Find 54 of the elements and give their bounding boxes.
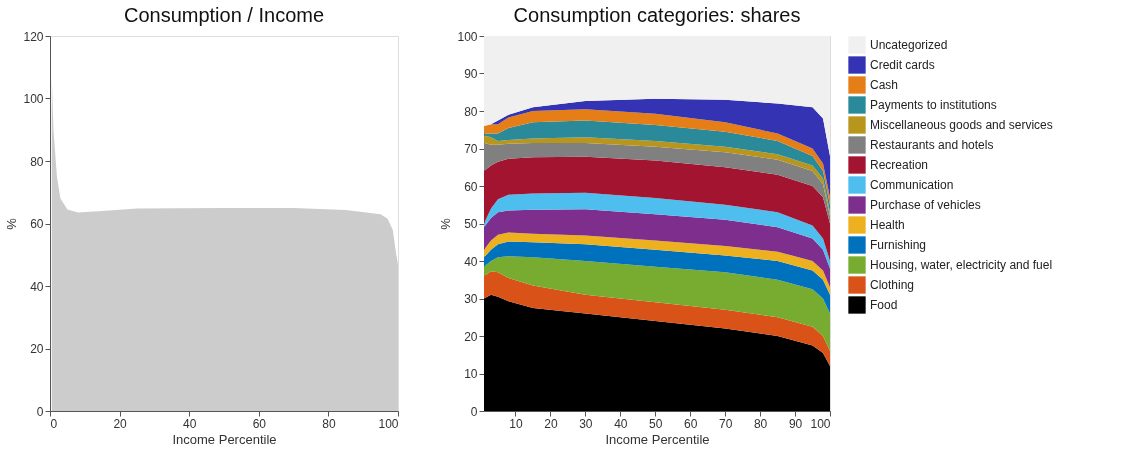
x-tick-label: 80 (753, 416, 768, 431)
legend-label: Recreation (870, 158, 929, 172)
legend-label: Health (870, 218, 905, 232)
x-tick-label: 70 (718, 416, 733, 431)
y-tick-label: 40 (30, 279, 44, 294)
x-tick-label: 50 (649, 416, 663, 431)
x-tick-label: 20 (544, 416, 558, 431)
y-tick-label: 100 (23, 92, 44, 106)
legend-label: Clothing (870, 278, 915, 292)
x-axis-title: Income Percentile (172, 431, 277, 447)
legend-label: Food (870, 298, 898, 312)
x-axis-title: Income Percentile (605, 431, 710, 447)
legend-label: Communication (870, 178, 954, 192)
x-tick-label: 30 (579, 416, 593, 431)
y-tick-label: 80 (30, 154, 44, 169)
y-tick-label: 60 (30, 217, 44, 231)
y-tick-label: 0 (470, 404, 478, 419)
x-tick-label: 90 (788, 416, 803, 431)
y-tick-label: 40 (464, 254, 478, 269)
legend-label: Furnishing (870, 238, 927, 252)
legend-label: Credit cards (870, 58, 935, 72)
y-axis-title: % (438, 217, 454, 230)
y-tick-label: 20 (30, 342, 44, 356)
x-tick-label: 10 (509, 416, 523, 431)
y-tick-label: 60 (464, 179, 478, 194)
chart-title: Consumption / Income (123, 4, 325, 26)
y-tick-label: 120 (23, 29, 44, 44)
legend-label: Restaurants and hotels (870, 138, 994, 152)
x-tick-label: 80 (322, 416, 336, 431)
y-axis-title: % (4, 217, 20, 230)
y-tick-label: 90 (464, 67, 478, 81)
legend-label: Purchase of vehicles (870, 198, 981, 212)
y-tick-label: 30 (464, 292, 478, 306)
x-tick-label: 40 (614, 416, 628, 431)
x-tick-label: 20 (113, 416, 128, 431)
y-tick-label: 70 (464, 142, 478, 156)
chart-title: Consumption categories: shares (513, 4, 801, 26)
legend-label: Housing, water, electricity and fuel (870, 258, 1053, 272)
y-tick-label: 80 (464, 104, 478, 119)
y-tick-label: 50 (464, 217, 478, 231)
x-tick-label: 100 (378, 416, 399, 431)
y-tick-label: 100 (457, 29, 478, 44)
x-tick-label: 60 (684, 416, 698, 431)
y-tick-label: 10 (464, 367, 478, 381)
x-tick-label: 40 (183, 416, 197, 431)
legend-label: Miscellaneous goods and services (870, 118, 1053, 132)
x-tick-label: 60 (252, 416, 267, 431)
x-tick-label: 0 (50, 416, 58, 431)
legend-label: Uncategorized (870, 38, 948, 52)
legend-label: Cash (870, 78, 899, 92)
legend-label: Payments to institutions (870, 98, 997, 112)
y-tick-label: 0 (36, 404, 44, 419)
x-tick-label: 100 (810, 416, 831, 431)
y-tick-label: 20 (464, 329, 478, 344)
